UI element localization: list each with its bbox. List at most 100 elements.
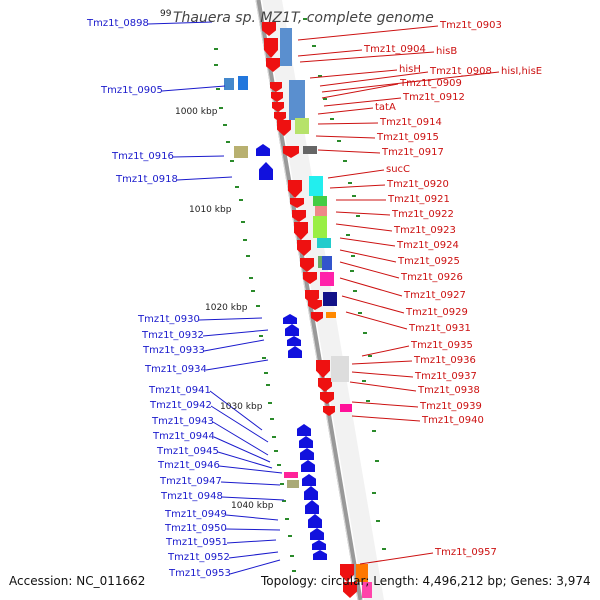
right-label-leader bbox=[327, 169, 385, 179]
forward-gene-arrow bbox=[308, 300, 322, 310]
annotation-block bbox=[280, 28, 292, 66]
forward-gene-arrow bbox=[272, 102, 284, 112]
annotation-block bbox=[315, 206, 327, 216]
right-label-leader bbox=[317, 107, 374, 115]
left-label-leader bbox=[221, 496, 285, 501]
gc-content-dot bbox=[343, 160, 347, 162]
right-gene-label: Tmz1t_0923 bbox=[394, 225, 456, 236]
left-gene-label: Tmz1t_0952 bbox=[168, 552, 230, 563]
right-gene-label: Tmz1t_0921 bbox=[388, 194, 450, 205]
left-label-leader bbox=[209, 390, 263, 431]
forward-gene-arrow bbox=[274, 112, 286, 122]
forward-gene-arrow bbox=[300, 258, 314, 272]
annotation-block bbox=[224, 78, 234, 90]
reverse-gene-arrow bbox=[308, 514, 322, 528]
forward-gene-arrow bbox=[262, 22, 276, 36]
annotation-block bbox=[356, 564, 368, 582]
left-gene-label: Tmz1t_0916 bbox=[112, 151, 174, 162]
forward-gene-arrow bbox=[264, 38, 278, 58]
gc-content-dot bbox=[266, 384, 270, 386]
gc-content-dot bbox=[270, 418, 274, 420]
right-label-leader bbox=[321, 83, 399, 99]
reverse-gene-arrow bbox=[283, 314, 297, 324]
right-gene-label: Tmz1t_0915 bbox=[377, 132, 439, 143]
gc-content-dot bbox=[239, 199, 243, 201]
right-label-leader bbox=[317, 149, 381, 154]
left-label-leader bbox=[228, 551, 279, 559]
left-label-leader bbox=[217, 451, 273, 469]
gc-content-dot bbox=[303, 18, 307, 20]
left-label-leader bbox=[229, 559, 281, 575]
gc-content-dot bbox=[214, 48, 218, 50]
right-label-leader bbox=[309, 69, 398, 79]
left-gene-label: Tmz1t_0950 bbox=[165, 523, 227, 534]
gc-content-dot bbox=[219, 107, 223, 109]
annotation-block bbox=[323, 292, 337, 306]
accession-text: Accession: NC_011662 bbox=[9, 574, 146, 588]
gc-content-dot bbox=[372, 430, 376, 432]
right-label-leader bbox=[297, 49, 363, 57]
annotation-block bbox=[295, 118, 309, 134]
reverse-gene-arrow bbox=[304, 486, 318, 500]
right-gene-label: Tmz1t_0939 bbox=[420, 401, 482, 412]
gc-content-dot bbox=[226, 141, 230, 143]
partial-scale-tick: 99 bbox=[160, 9, 172, 19]
forward-gene-arrow bbox=[303, 272, 317, 284]
annotation-block bbox=[234, 146, 248, 158]
annotation-block bbox=[313, 196, 327, 206]
gc-content-dot bbox=[323, 98, 327, 100]
gc-content-dot bbox=[262, 357, 266, 359]
gc-content-dot bbox=[274, 450, 278, 452]
reverse-gene-arrow bbox=[256, 144, 270, 156]
forward-gene-arrow bbox=[297, 240, 311, 256]
right-label-leader bbox=[351, 401, 419, 408]
gc-content-dot bbox=[223, 124, 227, 126]
gc-content-dot bbox=[382, 548, 386, 550]
topology-text: Topology: circular; Length: 4,496,212 bp… bbox=[261, 574, 591, 588]
gc-content-dot bbox=[362, 380, 366, 382]
forward-gene-arrow bbox=[311, 312, 323, 322]
gc-content-dot bbox=[363, 332, 367, 334]
map-title: Thauera sp. MZ1T, complete genome bbox=[173, 10, 434, 26]
reverse-gene-arrow bbox=[259, 162, 273, 180]
gc-content-dot bbox=[243, 239, 247, 241]
right-gene-label: Tmz1t_0903 bbox=[440, 20, 502, 31]
gc-content-dot bbox=[285, 518, 289, 520]
left-label-leader bbox=[212, 421, 269, 456]
left-gene-label: Tmz1t_0948 bbox=[161, 491, 223, 502]
annotation-block bbox=[303, 146, 317, 154]
right-label-leader bbox=[345, 311, 408, 330]
right-gene-label: Tmz1t_0937 bbox=[415, 371, 477, 382]
annotation-block bbox=[284, 472, 298, 478]
gc-content-dot bbox=[372, 492, 376, 494]
annotation-block bbox=[289, 80, 305, 120]
left-gene-label: Tmz1t_0944 bbox=[153, 431, 215, 442]
right-label-leader bbox=[335, 211, 391, 216]
forward-gene-arrow bbox=[271, 92, 283, 102]
forward-gene-arrow bbox=[340, 564, 354, 582]
right-label-leader bbox=[351, 415, 421, 422]
gc-content-dot bbox=[268, 402, 272, 404]
annotation-block bbox=[238, 76, 248, 90]
reverse-gene-arrow bbox=[288, 346, 302, 358]
gc-content-dot bbox=[353, 290, 357, 292]
right-label-leader bbox=[319, 71, 429, 87]
right-label-leader bbox=[299, 51, 435, 63]
left-gene-label: Tmz1t_0949 bbox=[165, 509, 227, 520]
annotation-block bbox=[320, 272, 334, 286]
left-gene-label: Tmz1t_0953 bbox=[169, 568, 231, 579]
right-label-leader bbox=[351, 371, 414, 378]
forward-gene-arrow bbox=[266, 58, 280, 72]
backbone-edge bbox=[255, 0, 359, 600]
forward-gene-arrow bbox=[292, 210, 306, 222]
gc-content-dot bbox=[337, 140, 341, 142]
annotation-block bbox=[362, 582, 372, 598]
annotation-block bbox=[322, 256, 332, 270]
forward-gene-arrow bbox=[294, 222, 308, 240]
left-gene-label: Tmz1t_0932 bbox=[142, 330, 204, 341]
right-label-leader bbox=[317, 122, 379, 125]
left-label-leader bbox=[226, 539, 277, 544]
gc-content-dot bbox=[356, 215, 360, 217]
left-label-leader bbox=[210, 405, 269, 443]
